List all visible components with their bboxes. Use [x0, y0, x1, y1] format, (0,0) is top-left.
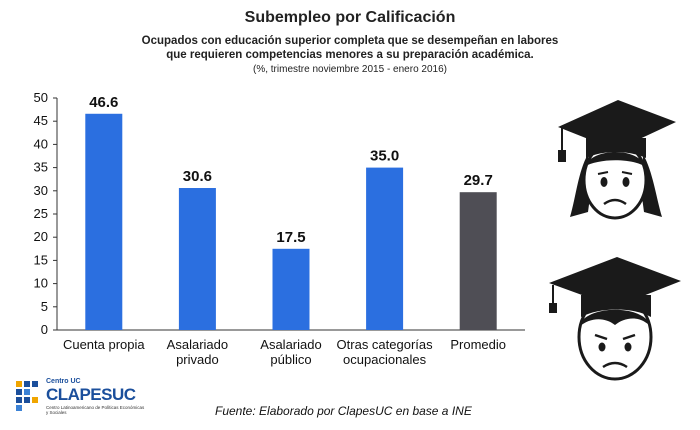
- bar: [85, 113, 123, 330]
- x-tick-label: Asalariado: [260, 337, 321, 352]
- y-tick-label: 30: [34, 183, 48, 198]
- logo-tiny-text: Centro Latinoamericano de Políticas Econ…: [46, 405, 145, 415]
- y-tick-label: 45: [34, 113, 48, 128]
- x-tick-label: Promedio: [450, 337, 506, 352]
- logo-small-text: Centro UC: [46, 378, 81, 385]
- bar: [459, 192, 497, 330]
- bar-value-label: 46.6: [89, 94, 118, 111]
- y-tick-label: 20: [34, 229, 48, 244]
- x-tick-label: público: [270, 352, 311, 367]
- y-tick-label: 25: [34, 206, 48, 221]
- chart-subtitle-line2: que requieren competencias menores a su …: [166, 49, 534, 61]
- chart-note: (%, trimestre noviembre 2015 - enero 201…: [253, 64, 447, 75]
- chart-subtitle-line1: Ocupados con educación superior completa…: [141, 35, 559, 47]
- y-tick-label: 35: [34, 160, 48, 175]
- man-graduate-icon: [549, 257, 681, 381]
- y-tick-label: 15: [34, 252, 48, 267]
- source-note: Fuente: Elaborado por ClapesUC en base a…: [215, 404, 472, 418]
- clapesuc-logo: Centro UC CLAPESUC Centro Latinoamerican…: [14, 377, 164, 422]
- y-tick-label: 50: [34, 90, 48, 105]
- x-tick-label: Otras categorías: [337, 337, 434, 352]
- y-tick-label: 10: [34, 276, 48, 291]
- bar-value-label: 29.7: [464, 172, 493, 189]
- x-tick-label: Cuenta propia: [63, 337, 145, 352]
- bar-value-label: 17.5: [276, 229, 305, 246]
- y-tick-label: 5: [41, 299, 48, 314]
- logo-big-text: CLAPESUC: [46, 385, 136, 404]
- y-tick-label: 0: [41, 322, 48, 337]
- y-tick-label: 40: [34, 136, 48, 151]
- bar: [366, 167, 404, 330]
- bar: [272, 248, 310, 330]
- bar-value-label: 35.0: [370, 148, 399, 165]
- x-tick-label: ocupacionales: [343, 352, 427, 367]
- x-tick-label: Asalariado: [167, 337, 228, 352]
- bar-value-label: 30.6: [183, 168, 212, 185]
- x-tick-label: privado: [176, 352, 219, 367]
- chart-title: Subempleo por Calificación: [244, 9, 456, 26]
- woman-graduate-icon: [558, 100, 676, 220]
- bar: [178, 188, 216, 330]
